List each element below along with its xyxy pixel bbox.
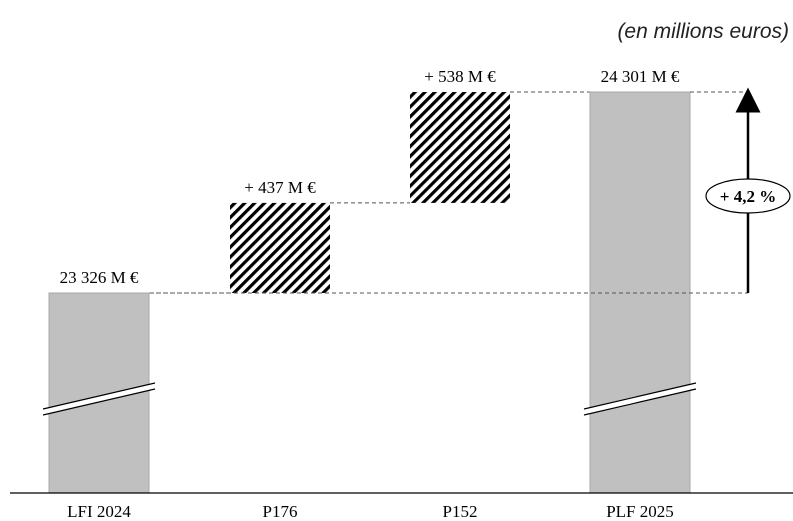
variation-badge [705,178,791,214]
data-label: 23 326 M € [60,268,139,287]
axis-break-gap [43,383,155,415]
category-label: PLF 2025 [606,502,674,521]
axis-break-line [42,388,156,416]
axis-break-line [42,382,156,410]
category-label: P176 [263,502,298,521]
data-label: 24 301 M € [601,67,680,86]
category-label: LFI 2024 [67,502,131,521]
data-label: + 538 M € [424,67,496,86]
increase-bar [230,202,330,293]
variation-label: + 4,2 % [720,187,776,206]
axis-break-line [583,388,697,416]
axis-break-line [583,382,697,410]
unit-note: (en millions euros) [617,20,789,43]
data-label: + 437 M € [244,178,316,197]
increase-bar [410,92,510,203]
axis-break-gap [584,383,696,415]
category-label: P152 [443,502,478,521]
